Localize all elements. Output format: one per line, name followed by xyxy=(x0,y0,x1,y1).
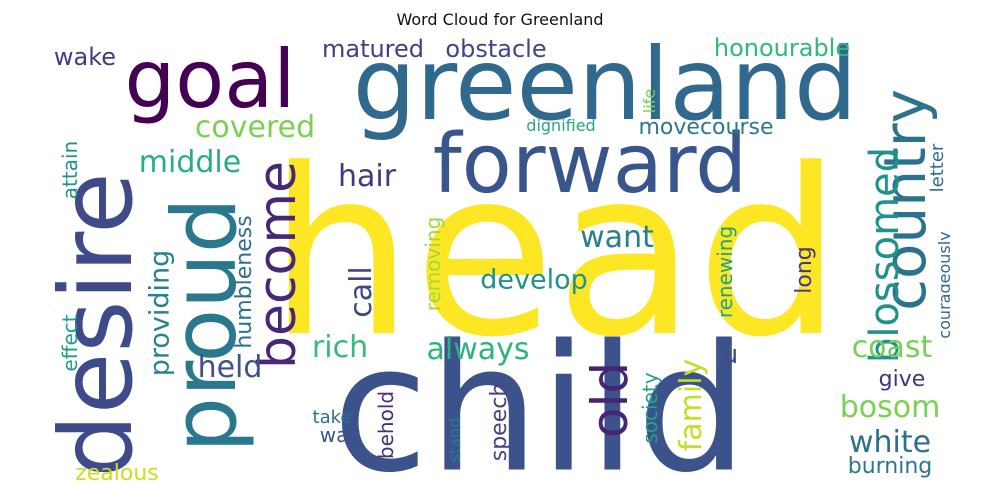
word-burning: burning xyxy=(847,454,933,479)
word-white: white xyxy=(848,425,932,460)
word-renewing: renewing xyxy=(713,225,737,319)
word-want: want xyxy=(580,220,654,255)
word-covered: covered xyxy=(194,110,316,145)
word-forward: forward xyxy=(432,117,748,212)
word-obstacle: obstacle xyxy=(445,35,547,63)
word-develop: develop xyxy=(480,264,588,296)
word-speech: speech xyxy=(487,382,512,462)
word-effect: effect xyxy=(58,314,82,372)
word-become: become xyxy=(248,160,308,370)
chart-title: Word Cloud for Greenland xyxy=(396,10,604,29)
word-middle: middle xyxy=(138,145,242,180)
word-letter: letter xyxy=(927,143,948,193)
word-matured: matured xyxy=(321,35,425,63)
word-give: give xyxy=(878,367,926,392)
word-movecourse: movecourse xyxy=(638,115,774,140)
word-behold: behold xyxy=(374,390,398,460)
word-humbleness: humbleness xyxy=(232,215,257,349)
word-goal: goal xyxy=(124,35,296,126)
word-zealous: zealous xyxy=(75,461,159,486)
word-head: head xyxy=(267,121,843,388)
word-courageously: courageously xyxy=(935,231,950,339)
word-cloud: head child greenland forward desire prou… xyxy=(50,35,950,490)
word-take: take xyxy=(312,407,352,428)
word-held: held xyxy=(197,350,263,385)
word-old: old xyxy=(581,361,639,439)
word-child: child xyxy=(332,308,748,491)
word-bosom: bosom xyxy=(839,390,941,425)
word-dignified: dignified xyxy=(526,116,596,135)
word-coast: coast xyxy=(851,330,933,365)
word-hair: hair xyxy=(337,159,397,194)
word-stand: stand xyxy=(445,417,464,463)
word-attain: attain xyxy=(58,140,82,200)
word-rich: rich xyxy=(311,330,369,365)
word-long: long xyxy=(792,246,817,294)
word-call: call xyxy=(344,266,379,318)
word-honourable: honourable xyxy=(713,35,851,62)
word-wake: wake xyxy=(53,43,117,71)
word-society: society xyxy=(638,372,662,444)
word-always: always xyxy=(426,332,530,367)
word-life: life xyxy=(640,88,659,114)
word-greenland: greenland xyxy=(352,35,858,143)
word-way: way xyxy=(319,423,361,447)
word-u: u xyxy=(721,340,739,370)
word-removing: removing xyxy=(421,216,445,312)
word-providing: providing xyxy=(144,249,176,377)
word-family: family xyxy=(674,358,709,452)
